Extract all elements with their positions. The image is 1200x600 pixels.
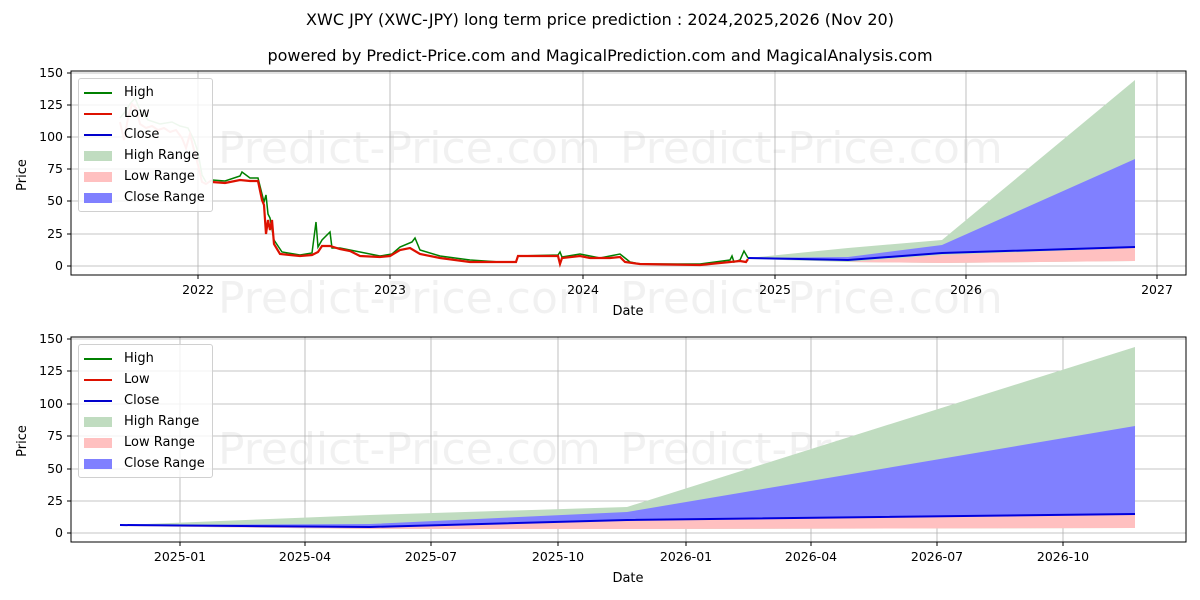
legend-item-high-range: High Range [84,411,205,432]
bottom-ytick-label: 0 [55,525,63,540]
top-ytick-label: 100 [39,129,63,144]
legend-item-low: Low [84,103,205,124]
top-ytick-label: 150 [39,65,63,80]
legend-label: Close Range [124,190,205,205]
top-xtick-label: 2023 [374,282,406,297]
legend-label: Close Range [124,456,205,471]
top-x-axis-label: Date [612,304,643,319]
legend-item-high: High [84,348,205,369]
history-low-line [211,178,749,268]
chart-title: XWC JPY (XWC-JPY) long term price predic… [306,10,894,29]
legend-item-close-range: Close Range [84,453,205,474]
watermark: Predict-Price.com [218,273,601,324]
legend-item-high-range: High Range [84,145,205,166]
legend-swatch-icon [84,378,112,381]
legend-swatch-icon [84,133,112,136]
bottom-xtick-label: 2026-04 [785,549,837,564]
top-xtick-label: 2027 [1141,282,1173,297]
legend-swatch-icon [84,91,112,94]
top-xtick-label: 2025 [759,282,791,297]
close-line [119,513,1136,529]
bottom-ytick-label: 25 [47,493,63,508]
bottom-axes-frame [70,336,1187,543]
bottom-xtick-label: 2025-01 [154,549,206,564]
watermark: Predict-Price.com [218,123,601,174]
bottom-ytick-label: 75 [47,428,63,443]
bottom-xtick-label: 2025-10 [532,549,584,564]
top-xtick-label: 2024 [567,282,599,297]
legend-item-high: High [84,82,205,103]
close-line [747,246,1136,262]
top-ytick-label: 25 [47,226,63,241]
legend-item-low-range: Low Range [84,432,205,453]
bottom-ytick-label: 150 [39,331,63,346]
legend-swatch-icon [84,192,112,203]
top-xtick-label: 2022 [182,282,214,297]
top-axes-frame [70,70,1187,276]
legend-label: Low [124,372,150,387]
bottom-ytick-label: 125 [39,363,63,378]
legend-label: Low [124,106,150,121]
legend-swatch-icon [84,399,112,402]
legend-label: Close [124,127,160,142]
top-xticks [197,275,1158,279]
legend-label: High [124,85,154,100]
legend-item-close: Close [84,124,205,145]
bottom-x-axis-label: Date [612,571,643,586]
legend-label: Close [124,393,160,408]
top-ytick-label: 75 [47,161,63,176]
top-xtick-label: 2026 [950,282,982,297]
legend-item-close-range: Close Range [84,187,205,208]
legend-label: Low Range [124,435,195,450]
bottom-ytick-label: 100 [39,396,63,411]
history-high-line [211,170,749,265]
top-y-axis-label: Price [15,159,30,191]
watermark: Predict-Price.com [620,123,1003,174]
legend-item-low-range: Low Range [84,166,205,187]
bottom-xtick-label: 2025-04 [279,549,331,564]
legend-swatch-icon [84,437,112,448]
bottom-ytick-label: 50 [47,461,63,476]
close-range-area [120,426,1135,527]
legend-item-close: Close [84,390,205,411]
top-ytick-label: 50 [47,193,63,208]
bottom-xtick-label: 2026-07 [911,549,963,564]
bottom-y-axis-label: Price [15,425,30,457]
top-yticks [67,72,71,267]
legend-label: Low Range [124,169,195,184]
bottom-xtick-label: 2025-07 [405,549,457,564]
bottom-yticks [67,338,71,534]
top-ytick-label: 0 [55,258,63,273]
legend-label: High Range [124,414,200,429]
legend-swatch-icon [84,150,112,161]
legend-item-low: Low [84,369,205,390]
legend-label: High Range [124,148,200,163]
bottom-legend: High Low Close High Range Low Range Clos… [78,344,213,478]
bottom-xticks [179,542,1064,546]
bottom-xtick-label: 2026-01 [660,549,712,564]
legend-swatch-icon [84,458,112,469]
watermark: Predict-Price.com [218,424,601,475]
watermark: Predict-Price.com [620,273,1003,324]
bottom-xtick-label: 2026-10 [1037,549,1089,564]
top-legend: High Low Close High Range Low Range Clos… [78,78,213,212]
bottom-chart: Predict-Price.com Predict-Price.com [15,331,1187,586]
low-range-area [748,248,1135,263]
legend-swatch-icon [84,416,112,427]
legend-label: High [124,351,154,366]
close-range-area [748,159,1135,260]
top-ytick-label: 125 [39,97,63,112]
legend-swatch-icon [84,112,112,115]
chart-subtitle: powered by Predict-Price.com and Magical… [267,46,933,65]
legend-swatch-icon [84,357,112,360]
legend-swatch-icon [84,171,112,182]
